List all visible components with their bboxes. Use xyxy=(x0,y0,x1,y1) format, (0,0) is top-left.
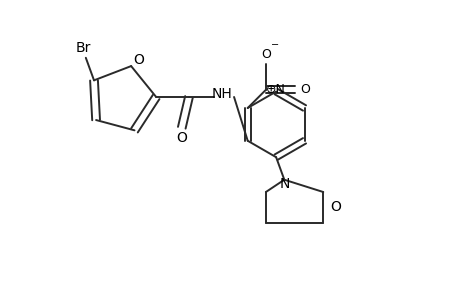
Text: O: O xyxy=(330,200,340,214)
Text: ⊕N: ⊕N xyxy=(266,83,285,96)
Text: O: O xyxy=(133,53,144,67)
Text: Br: Br xyxy=(76,40,91,55)
Text: O: O xyxy=(261,48,270,61)
Text: NH: NH xyxy=(211,87,232,101)
Text: N: N xyxy=(279,177,289,191)
Text: O: O xyxy=(300,83,309,96)
Text: O: O xyxy=(176,131,187,145)
Text: −: − xyxy=(271,40,279,50)
